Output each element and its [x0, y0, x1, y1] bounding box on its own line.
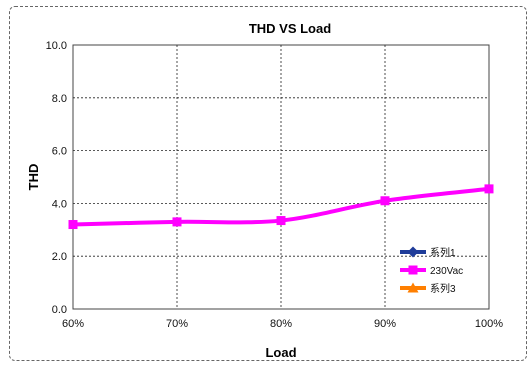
y-tick-label: 8.0: [52, 93, 67, 105]
legend-marker: [407, 246, 419, 258]
chart-frame: [9, 6, 527, 361]
x-tick-label: 80%: [270, 318, 292, 330]
x-axis-ticks: 60% 70% 80% 90% 100%: [62, 318, 503, 330]
x-tick-label: 90%: [374, 318, 396, 330]
x-axis-title: Load: [265, 345, 296, 360]
legend-item[interactable]: 系列3: [400, 282, 456, 295]
y-tick-label: 10.0: [46, 40, 67, 52]
y-tick-label: 4.0: [52, 198, 67, 210]
legend-label: 系列1: [430, 246, 456, 259]
data-point: [68, 220, 78, 230]
x-tick-label: 60%: [62, 318, 84, 330]
legend-label: 系列3: [430, 282, 456, 295]
legend-marker: [408, 265, 418, 275]
data-point: [484, 184, 494, 194]
data-point: [172, 217, 182, 227]
x-tick-label: 100%: [475, 318, 503, 330]
legend-item[interactable]: 230Vac: [400, 265, 463, 278]
legend-item[interactable]: 系列1: [400, 246, 456, 259]
y-tick-label: 2.0: [52, 251, 67, 263]
series-layer: [68, 184, 494, 230]
data-point: [276, 216, 286, 226]
legend[interactable]: 系列1 230Vac 系列3: [400, 246, 463, 295]
y-tick-label: 6.0: [52, 146, 67, 158]
y-axis-ticks: 0.0 2.0 4.0 6.0 8.0 10.0: [46, 40, 67, 316]
x-tick-label: 70%: [166, 318, 188, 330]
y-axis-title: THD: [26, 164, 41, 191]
y-tick-label: 0.0: [52, 304, 67, 316]
legend-label: 230Vac: [430, 266, 463, 277]
legend-marker: [407, 282, 419, 293]
data-point: [380, 196, 390, 206]
chart-title: THD VS Load: [249, 21, 331, 36]
grid-lines: [73, 45, 489, 309]
